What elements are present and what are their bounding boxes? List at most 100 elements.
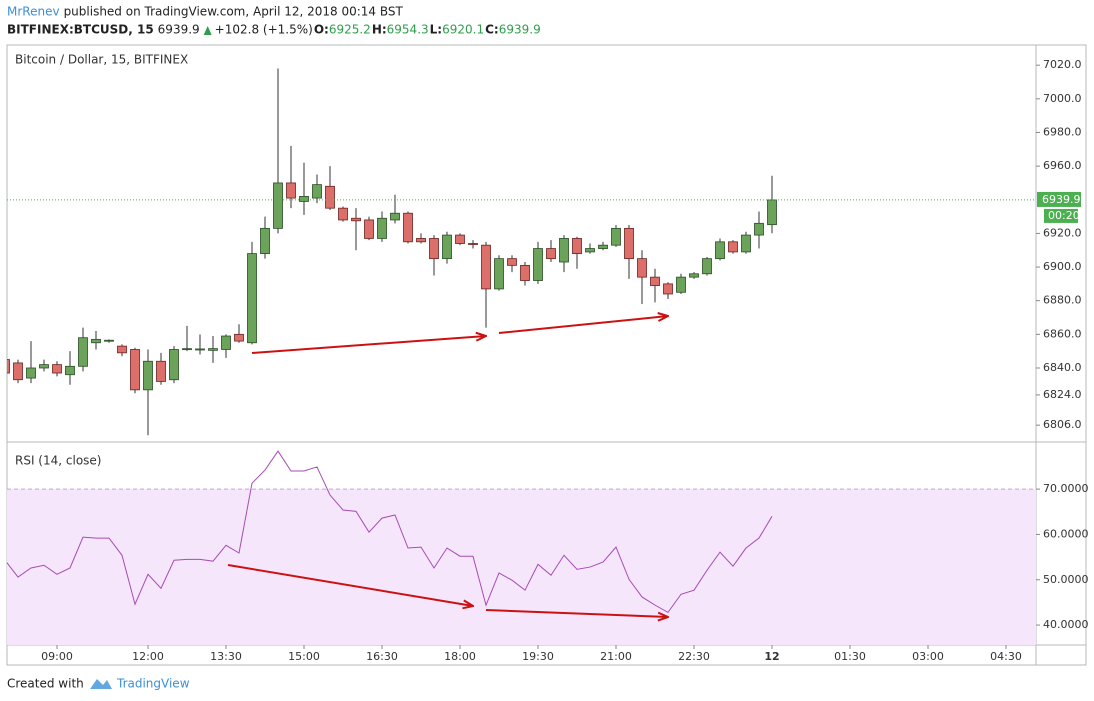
candle-body — [559, 238, 569, 263]
y-tick-label: 6920.0 — [1043, 226, 1082, 239]
candle-body — [754, 222, 764, 236]
annotations — [227, 316, 668, 617]
candle-body — [585, 248, 595, 253]
rsi-line — [7, 450, 773, 614]
x-tick-label: 22:30 — [678, 650, 710, 663]
y-tick-label: 6980.0 — [1043, 125, 1082, 138]
x-tick-label: 01:30 — [834, 650, 866, 663]
y-tick-label: 6824.0 — [1043, 388, 1082, 401]
candle-body — [39, 364, 49, 369]
candle-body — [195, 348, 205, 351]
y-tick-label: 7020.0 — [1043, 58, 1082, 71]
candle-body — [637, 258, 647, 278]
candle-body — [234, 333, 244, 342]
candle-body — [728, 241, 738, 253]
candle-body — [325, 185, 335, 209]
candle-body — [260, 227, 270, 254]
candle-body — [299, 195, 309, 202]
x-tick-label: 03:00 — [912, 650, 944, 663]
candle-body — [208, 348, 218, 351]
published: published on TradingView.com, April 12, … — [64, 5, 404, 19]
x-tick-label: 12 — [764, 650, 779, 663]
x-tick-label: 19:30 — [522, 650, 554, 663]
candle-body — [442, 234, 452, 260]
candle-body — [221, 335, 231, 350]
candle-body — [26, 367, 36, 379]
candle-body — [78, 337, 88, 367]
candle-body — [182, 348, 192, 351]
ohlc-value: 6920.1 — [442, 23, 484, 37]
candle-body — [455, 234, 465, 244]
ohlc-label: L: — [430, 23, 442, 37]
countdown-tag — [1044, 208, 1078, 223]
candle-body — [169, 349, 179, 381]
candle-body — [650, 276, 660, 286]
price-tag — [1037, 191, 1081, 207]
arrow — [227, 564, 473, 606]
candle-body — [520, 264, 530, 281]
y-tick-label: 6840.0 — [1043, 361, 1082, 374]
candle-body — [52, 364, 62, 374]
candle-body — [429, 238, 439, 260]
y-tick-label: 40.0000 — [1043, 618, 1089, 631]
candle-body — [468, 243, 478, 245]
candle-body — [312, 184, 322, 199]
rsi-pane — [7, 450, 1036, 645]
y-tick-label: 7000.0 — [1043, 92, 1082, 105]
candle-body — [286, 182, 296, 199]
candle-body — [247, 253, 257, 344]
candle-body — [156, 360, 166, 382]
rsi-pane-title: RSI (14, close) — [15, 454, 101, 468]
y-tick-label: 6880.0 — [1043, 294, 1082, 307]
candle-body — [364, 219, 374, 239]
change: +102.8 (+1.5%) — [215, 23, 313, 37]
x-tick-label: 18:00 — [444, 650, 476, 663]
y-tick-label: 6900.0 — [1043, 260, 1082, 273]
x-tick-label: 13:30 — [210, 650, 242, 663]
arrow — [251, 336, 486, 354]
candle-body — [273, 182, 283, 229]
candle-body — [104, 339, 114, 342]
candle-body — [13, 362, 23, 381]
candle-body — [494, 258, 504, 290]
candle-body — [715, 241, 725, 260]
footer: Created with TradingView — [7, 677, 190, 691]
candle-body — [416, 238, 426, 243]
arrow — [485, 609, 668, 617]
candle-body — [767, 199, 777, 226]
candle-body — [91, 338, 101, 344]
candle-body — [338, 207, 348, 221]
ohlc-label: H: — [372, 23, 387, 37]
price-pane — [7, 68, 1036, 436]
candle-body — [65, 365, 75, 376]
ohlc-value: 6939.9 — [499, 23, 541, 37]
y-tick-label: 6860.0 — [1043, 327, 1082, 340]
candle-body — [624, 227, 634, 260]
x-tick-label: 21:00 — [600, 650, 632, 663]
ohlc-value: 6925.2 — [329, 23, 371, 37]
rsi-band — [7, 489, 1036, 645]
x-tick-label: 04:30 — [990, 650, 1022, 663]
x-tick-label: 15:00 — [288, 650, 320, 663]
header: MrRenev published on TradingView.com, Apr… — [7, 5, 541, 37]
chart-frame — [6, 44, 1087, 666]
brand: TradingView — [116, 677, 190, 691]
author: MrRenev — [7, 5, 60, 19]
candle-body — [663, 283, 673, 295]
footer-text: Created with — [7, 677, 84, 691]
candle-body — [377, 217, 387, 239]
candle-body — [689, 273, 699, 278]
axes: 7020.0 7000.0 6980.0 6960.0 6920.0 6900.0 6880… — [41, 58, 1088, 663]
candle-body — [117, 345, 127, 354]
x-tick-label: 16:30 — [366, 650, 398, 663]
candle-body — [351, 217, 361, 222]
candle-body — [143, 360, 153, 391]
candle-body — [741, 234, 751, 253]
ohlc-value: 6954.3 — [387, 23, 429, 37]
candle-body — [546, 248, 556, 260]
candle-body — [130, 349, 140, 391]
y-tick-label: 6806.0 — [1043, 418, 1082, 431]
candle-body — [572, 238, 582, 254]
candle-body — [403, 212, 413, 243]
